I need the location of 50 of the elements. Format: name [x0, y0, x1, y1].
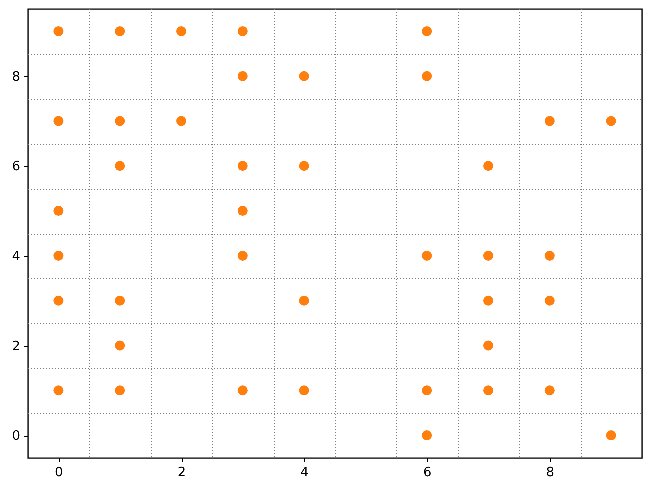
point — [115, 116, 126, 126]
y-tick-label: 2 — [12, 339, 20, 354]
point — [484, 250, 494, 261]
point — [299, 161, 310, 172]
point — [544, 250, 555, 261]
point — [422, 71, 432, 82]
y-tick-label: 0 — [12, 429, 20, 444]
point — [422, 430, 432, 441]
point — [238, 386, 248, 396]
point — [54, 250, 64, 261]
point — [54, 26, 64, 36]
point — [484, 296, 494, 306]
y-tick-label: 8 — [12, 70, 20, 85]
point — [606, 116, 616, 126]
x-tick-label: 0 — [55, 466, 64, 480]
point — [238, 250, 248, 261]
point — [54, 116, 64, 126]
x-tick-label: 2 — [178, 466, 186, 480]
point — [544, 116, 555, 126]
point — [115, 386, 126, 396]
x-tick-label: 6 — [423, 466, 432, 480]
point — [299, 296, 310, 306]
point — [238, 206, 248, 216]
point — [176, 116, 186, 126]
y-tick-label: 6 — [12, 160, 20, 175]
point — [484, 161, 494, 172]
point — [115, 161, 126, 172]
y-tick-label: 4 — [12, 249, 20, 264]
point — [422, 386, 432, 396]
x-tick-label: 4 — [300, 466, 309, 480]
point — [299, 71, 310, 82]
point — [54, 296, 64, 306]
point — [544, 386, 555, 396]
point — [544, 296, 555, 306]
point — [238, 161, 248, 172]
point — [422, 250, 432, 261]
point — [176, 26, 186, 36]
point — [484, 340, 494, 351]
point — [238, 71, 248, 82]
x-tick-label: 8 — [546, 466, 555, 480]
point — [606, 430, 616, 441]
point — [422, 26, 432, 36]
point — [238, 26, 248, 36]
point — [54, 386, 64, 396]
point — [484, 386, 494, 396]
point — [115, 340, 126, 351]
point — [54, 206, 64, 216]
point — [115, 296, 126, 306]
point — [299, 386, 310, 396]
point — [115, 26, 126, 36]
